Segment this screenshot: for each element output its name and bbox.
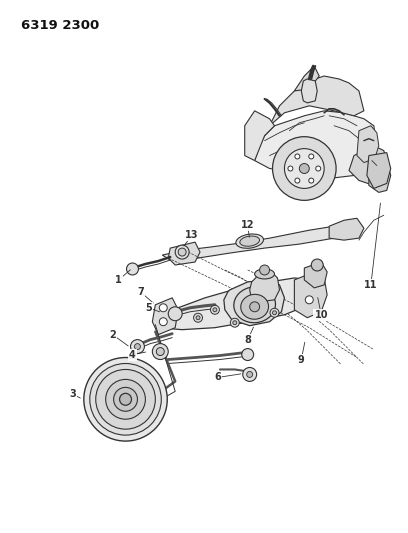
- Circle shape: [309, 154, 314, 159]
- Circle shape: [159, 304, 167, 312]
- Text: 10: 10: [315, 310, 328, 320]
- Text: 5: 5: [145, 303, 152, 313]
- Circle shape: [259, 265, 270, 275]
- Circle shape: [295, 178, 300, 183]
- Text: 8: 8: [244, 335, 251, 345]
- Circle shape: [178, 248, 186, 256]
- Text: 1: 1: [115, 275, 122, 285]
- Polygon shape: [270, 76, 364, 126]
- Circle shape: [96, 369, 155, 429]
- Polygon shape: [302, 79, 317, 103]
- Circle shape: [305, 296, 313, 304]
- Circle shape: [84, 358, 167, 441]
- Circle shape: [242, 349, 254, 360]
- Circle shape: [270, 308, 279, 317]
- Polygon shape: [357, 126, 379, 163]
- Text: 11: 11: [364, 280, 378, 290]
- Ellipse shape: [240, 236, 259, 246]
- Circle shape: [247, 372, 253, 377]
- Circle shape: [90, 364, 161, 435]
- Circle shape: [288, 166, 293, 171]
- Circle shape: [152, 344, 168, 360]
- Circle shape: [113, 387, 137, 411]
- Circle shape: [135, 344, 140, 350]
- Circle shape: [211, 305, 220, 314]
- Circle shape: [309, 178, 314, 183]
- Polygon shape: [152, 298, 178, 335]
- Polygon shape: [295, 272, 327, 318]
- Circle shape: [250, 302, 259, 312]
- Text: 6: 6: [215, 373, 221, 382]
- Circle shape: [311, 259, 323, 271]
- Polygon shape: [349, 146, 389, 185]
- Circle shape: [307, 276, 315, 284]
- Polygon shape: [304, 262, 327, 288]
- Text: 12: 12: [241, 220, 255, 230]
- Circle shape: [106, 379, 145, 419]
- Polygon shape: [162, 226, 339, 260]
- Polygon shape: [255, 111, 377, 179]
- Text: 9: 9: [298, 354, 305, 365]
- Text: 4: 4: [129, 350, 136, 360]
- Circle shape: [175, 245, 189, 259]
- Ellipse shape: [236, 234, 264, 248]
- Circle shape: [273, 136, 336, 200]
- Ellipse shape: [234, 287, 275, 322]
- Circle shape: [120, 393, 131, 405]
- Ellipse shape: [241, 294, 268, 319]
- Polygon shape: [168, 242, 200, 265]
- Polygon shape: [245, 111, 275, 160]
- Circle shape: [168, 307, 182, 321]
- Circle shape: [273, 311, 277, 315]
- Circle shape: [159, 318, 167, 326]
- Circle shape: [131, 340, 144, 353]
- Polygon shape: [250, 272, 279, 302]
- Text: 6319 2300: 6319 2300: [21, 19, 100, 33]
- Polygon shape: [329, 218, 364, 240]
- Circle shape: [213, 308, 217, 312]
- Text: 7: 7: [137, 287, 144, 297]
- Circle shape: [193, 313, 202, 322]
- Circle shape: [231, 318, 239, 327]
- Text: 2: 2: [109, 329, 116, 340]
- Circle shape: [126, 263, 138, 275]
- Circle shape: [196, 316, 200, 320]
- Circle shape: [316, 166, 321, 171]
- Circle shape: [156, 348, 164, 356]
- Polygon shape: [224, 280, 284, 326]
- Polygon shape: [367, 152, 391, 188]
- Polygon shape: [155, 278, 314, 330]
- Circle shape: [295, 154, 300, 159]
- Ellipse shape: [255, 269, 275, 279]
- Text: 13: 13: [185, 230, 199, 240]
- Text: 3: 3: [69, 389, 76, 399]
- Circle shape: [299, 164, 309, 173]
- Circle shape: [284, 149, 324, 188]
- Circle shape: [243, 367, 257, 382]
- Polygon shape: [295, 66, 319, 91]
- Circle shape: [233, 321, 237, 325]
- Polygon shape: [369, 156, 391, 192]
